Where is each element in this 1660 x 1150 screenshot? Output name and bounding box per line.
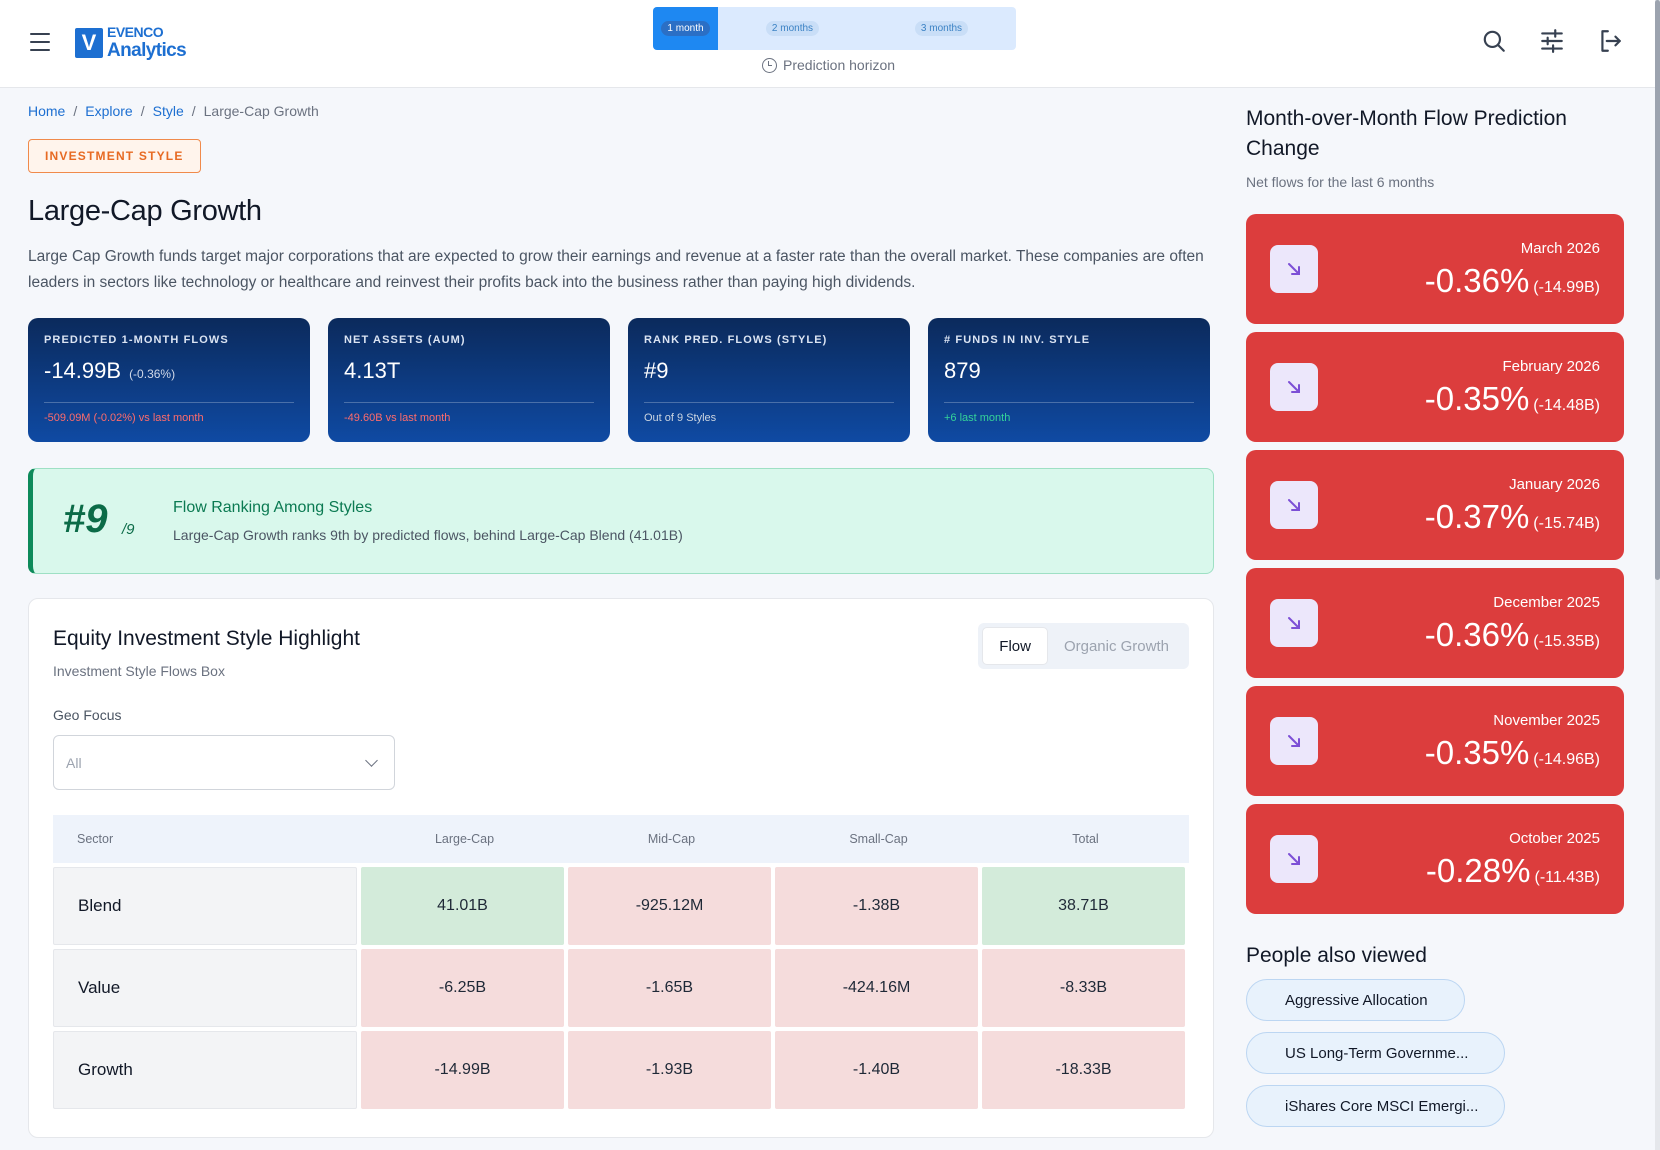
card-amount: (-11.43B) bbox=[1534, 869, 1600, 886]
arrow-down-right-icon bbox=[1270, 481, 1318, 529]
arrow-down-right-icon bbox=[1270, 599, 1318, 647]
breadcrumb-current: Large-Cap Growth bbox=[203, 103, 319, 119]
hamburger-menu-icon[interactable] bbox=[30, 33, 50, 51]
breadcrumb: Home / Explore / Style / Large-Cap Growt… bbox=[28, 103, 319, 119]
mom-subtitle: Net flows for the last 6 months bbox=[1246, 174, 1435, 190]
kpi-row: PREDICTED 1-MONTH FLOWS -14.99B (-0.36%) … bbox=[28, 318, 1214, 442]
related-style-chip[interactable]: US Long-Term Governme... bbox=[1246, 1032, 1505, 1074]
style-description: Large Cap Growth funds target major corp… bbox=[28, 248, 1204, 291]
card-amount: (-14.99B) bbox=[1533, 279, 1600, 296]
card-month: February 2026 bbox=[1502, 358, 1600, 375]
arrow-down-right-icon bbox=[1270, 245, 1318, 293]
kpi-fund-count: # FUNDS IN INV. STYLE 879 +6 last month bbox=[928, 318, 1210, 442]
kpi-rank: RANK PRED. FLOWS (STYLE) #9 Out of 9 Sty… bbox=[628, 318, 910, 442]
mom-card[interactable]: November 2025 -0.35% (-14.96B) bbox=[1246, 686, 1624, 796]
geo-focus-label: Geo Focus bbox=[53, 707, 122, 723]
people-also-viewed-title: People also viewed bbox=[1246, 944, 1427, 967]
prediction-horizon-label: Prediction horizon bbox=[762, 57, 895, 73]
kpi-predicted-flows: PREDICTED 1-MONTH FLOWS -14.99B (-0.36%) … bbox=[28, 318, 310, 442]
card-month: December 2025 bbox=[1493, 594, 1600, 611]
arrow-down-right-icon bbox=[1270, 835, 1318, 883]
card-percent: -0.37% bbox=[1424, 498, 1530, 535]
logo-mark: V bbox=[75, 28, 103, 58]
card-percent: -0.28% bbox=[1425, 852, 1531, 889]
mom-card[interactable]: October 2025 -0.28% (-11.43B) bbox=[1246, 804, 1624, 914]
brand-logo[interactable]: V EVENCO Analytics bbox=[75, 24, 187, 62]
main-content: Home / Explore / Style / Large-Cap Growt… bbox=[28, 100, 1214, 1138]
right-sidebar: Month-over-Month Flow Prediction Change … bbox=[1246, 104, 1624, 1127]
table-row: Growth -14.99B -1.93B -1.40B -18.33B bbox=[53, 1031, 1189, 1109]
table-header: Sector Large-Cap Mid-Cap Small-Cap Total bbox=[53, 815, 1189, 863]
card-month: January 2026 bbox=[1509, 476, 1600, 493]
geo-focus-select[interactable]: All bbox=[53, 735, 395, 790]
related-style-chip[interactable]: iShares Core MSCI Emergi... bbox=[1246, 1085, 1505, 1127]
table-row: Value -6.25B -1.65B -424.16M -8.33B bbox=[53, 949, 1189, 1027]
toggle-flow[interactable]: Flow bbox=[982, 627, 1048, 665]
horizon-option-1-month[interactable]: 1 month bbox=[653, 7, 718, 50]
mom-card-list: March 2026 -0.36% (-14.99B) February 2026 -0… bbox=[1246, 214, 1624, 914]
breadcrumb-style[interactable]: Style bbox=[152, 103, 184, 119]
top-header: V EVENCO Analytics 1 month 2 months 3 mo… bbox=[0, 0, 1660, 88]
logo-line-1: EVENCO bbox=[107, 24, 164, 40]
clock-icon bbox=[762, 57, 777, 73]
mom-card[interactable]: February 2026 -0.35% (-14.48B) bbox=[1246, 332, 1624, 442]
arrow-down-right-icon bbox=[1270, 363, 1318, 411]
mom-title: Month-over-Month Flow Prediction Change bbox=[1246, 107, 1567, 160]
card-month: October 2025 bbox=[1509, 830, 1600, 847]
horizon-option-3-months[interactable]: 3 months bbox=[867, 7, 1016, 50]
search-icon[interactable] bbox=[1481, 28, 1507, 54]
card-percent: -0.35% bbox=[1424, 734, 1530, 771]
logo-line-2: Analytics bbox=[107, 40, 187, 61]
card-percent: -0.36% bbox=[1424, 616, 1530, 653]
logout-icon[interactable] bbox=[1597, 28, 1623, 54]
mom-card[interactable]: January 2026 -0.37% (-15.74B) bbox=[1246, 450, 1624, 560]
table-row: Blend 41.01B -925.12M -1.38B 38.71B bbox=[53, 867, 1189, 945]
card-percent: -0.35% bbox=[1424, 380, 1530, 417]
mom-card[interactable]: December 2025 -0.36% (-15.35B) bbox=[1246, 568, 1624, 678]
rank-total: /9 bbox=[122, 521, 135, 538]
card-amount: (-14.96B) bbox=[1533, 751, 1600, 768]
prediction-horizon-selector: 1 month 2 months 3 months bbox=[653, 7, 1016, 50]
flow-ranking-callout: #9 /9 Flow Ranking Among Styles Large-Ca… bbox=[28, 468, 1214, 574]
card-amount: (-15.35B) bbox=[1533, 633, 1600, 650]
toggle-organic-growth[interactable]: Organic Growth bbox=[1063, 637, 1169, 655]
arrow-down-right-icon bbox=[1270, 717, 1318, 765]
style-flows-table: Sector Large-Cap Mid-Cap Small-Cap Total… bbox=[53, 815, 1189, 1109]
card-amount: (-14.48B) bbox=[1533, 397, 1600, 414]
horizon-option-2-months[interactable]: 2 months bbox=[718, 7, 867, 50]
card-amount: (-15.74B) bbox=[1533, 515, 1600, 532]
breadcrumb-home[interactable]: Home bbox=[28, 103, 66, 119]
scrollbar-thumb[interactable] bbox=[1655, 0, 1660, 580]
rank-number: #9 bbox=[63, 497, 108, 541]
mom-card[interactable]: March 2026 -0.36% (-14.99B) bbox=[1246, 214, 1624, 324]
metric-toggle: Flow Organic Growth bbox=[978, 623, 1189, 669]
page-title: Large-Cap Growth bbox=[28, 195, 262, 227]
card-month: November 2025 bbox=[1493, 712, 1600, 729]
panel-subtitle: Investment Style Flows Box bbox=[53, 663, 225, 679]
card-month: March 2026 bbox=[1520, 240, 1600, 257]
kpi-net-assets: NET ASSETS (AUM) 4.13T -49.60B vs last m… bbox=[328, 318, 610, 442]
chevron-down-icon bbox=[365, 753, 378, 767]
card-percent: -0.36% bbox=[1424, 262, 1530, 299]
related-style-chip[interactable]: Aggressive Allocation bbox=[1246, 979, 1465, 1021]
ranking-title: Flow Ranking Among Styles bbox=[173, 499, 373, 516]
breadcrumb-explore[interactable]: Explore bbox=[85, 103, 133, 119]
style-highlight-panel: Equity Investment Style Highlight Invest… bbox=[28, 598, 1214, 1138]
panel-title: Equity Investment Style Highlight bbox=[53, 627, 360, 650]
category-tag: INVESTMENT STYLE bbox=[28, 139, 201, 173]
sliders-icon[interactable] bbox=[1539, 28, 1565, 54]
ranking-subtitle: Large-Cap Growth ranks 9th by predicted … bbox=[173, 527, 683, 543]
